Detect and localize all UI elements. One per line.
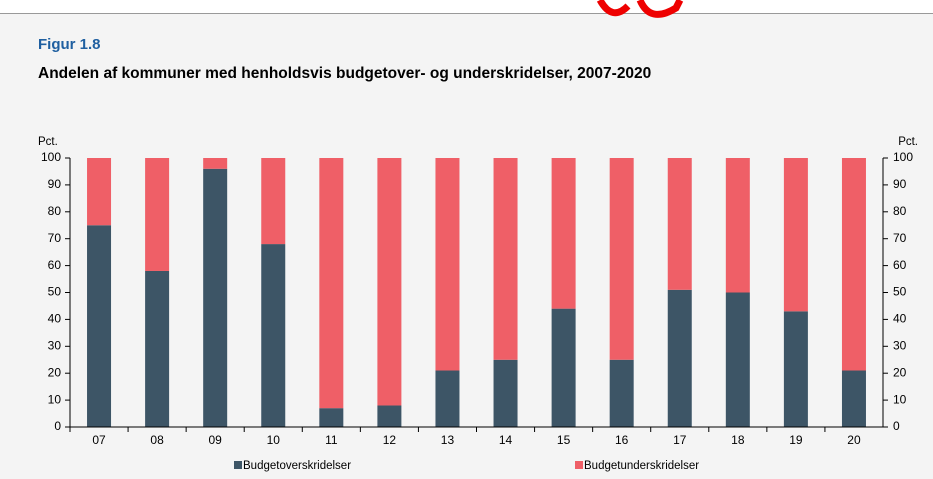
x-tick-label: 15	[557, 433, 571, 447]
x-tick-label: 12	[383, 433, 397, 447]
bar-segment	[319, 408, 344, 427]
logo-fragment	[596, 0, 684, 18]
x-tick-label: 19	[789, 433, 803, 447]
bar-segment	[377, 405, 402, 427]
bar-segment	[841, 370, 866, 427]
y-tick-label: 60	[48, 258, 62, 272]
bar-segment	[261, 158, 286, 245]
bar-segment	[783, 311, 808, 427]
legend-swatch	[234, 461, 242, 469]
y2-tick-label: 30	[893, 338, 907, 352]
legend-swatch	[575, 461, 583, 469]
bar-segment	[261, 244, 286, 427]
legend-label: Budgetoverskridelser	[243, 460, 351, 472]
y2-tick-label: 70	[893, 231, 907, 245]
y-tick-label: 50	[48, 285, 62, 299]
bar-segment	[145, 270, 170, 427]
x-tick-label: 16	[615, 433, 629, 447]
x-tick-label: 13	[441, 433, 455, 447]
x-tick-label: 09	[208, 433, 222, 447]
bar-segment	[841, 158, 866, 371]
y-tick-label: 10	[48, 392, 62, 406]
x-tick-label: 07	[92, 433, 106, 447]
y-tick-label: 100	[41, 150, 61, 164]
y2-tick-label: 0	[893, 419, 900, 433]
bar-segment	[493, 359, 518, 427]
bar-segment	[493, 158, 518, 360]
bar-segment	[551, 158, 576, 309]
y-tick-label: 40	[48, 312, 62, 326]
y-tick-label: 80	[48, 204, 62, 218]
bar-segment	[203, 168, 228, 427]
bar-segment	[609, 158, 634, 360]
y2-tick-label: 90	[893, 177, 907, 191]
y-tick-label: 30	[48, 338, 62, 352]
y2-tick-label: 100	[893, 150, 913, 164]
y2-tick-label: 80	[893, 204, 907, 218]
y-tick-label: 0	[54, 419, 61, 433]
chart-title: Andelen af kommuner med henholdsvis budg…	[38, 65, 651, 82]
y2-tick-label: 10	[893, 392, 907, 406]
bar-segment	[609, 359, 634, 427]
bar-segment	[377, 158, 402, 406]
bar-segment	[667, 289, 692, 427]
bar-segment	[667, 158, 692, 290]
bar-segment	[435, 158, 460, 371]
x-tick-label: 14	[499, 433, 513, 447]
bar-segment	[87, 225, 112, 427]
legend-label: Budgetunderskridelser	[584, 460, 699, 472]
bar-segment	[203, 158, 228, 169]
y-tick-label: 90	[48, 177, 62, 191]
y2-tick-label: 60	[893, 258, 907, 272]
y-tick-label: 20	[48, 365, 62, 379]
x-tick-label: 20	[847, 433, 861, 447]
x-tick-label: 10	[267, 433, 281, 447]
bar-segment	[783, 158, 808, 312]
y-axis-label: Pct.	[38, 136, 58, 148]
bar-segment	[87, 158, 112, 226]
y2-axis-label: Pct.	[898, 136, 918, 148]
x-tick-label: 17	[673, 433, 687, 447]
x-tick-label: 08	[150, 433, 164, 447]
y-tick-label: 70	[48, 231, 62, 245]
bar-segment	[725, 158, 750, 293]
bar-segment	[725, 292, 750, 427]
x-tick-label: 18	[731, 433, 745, 447]
bar-segment	[319, 158, 344, 409]
bar-segment	[435, 370, 460, 427]
y2-tick-label: 40	[893, 312, 907, 326]
y2-tick-label: 20	[893, 365, 907, 379]
y2-tick-label: 50	[893, 285, 907, 299]
bar-segment	[145, 158, 170, 271]
x-tick-label: 11	[325, 433, 338, 447]
bar-segment	[551, 308, 576, 427]
kicker: Figur 1.8	[38, 36, 101, 53]
